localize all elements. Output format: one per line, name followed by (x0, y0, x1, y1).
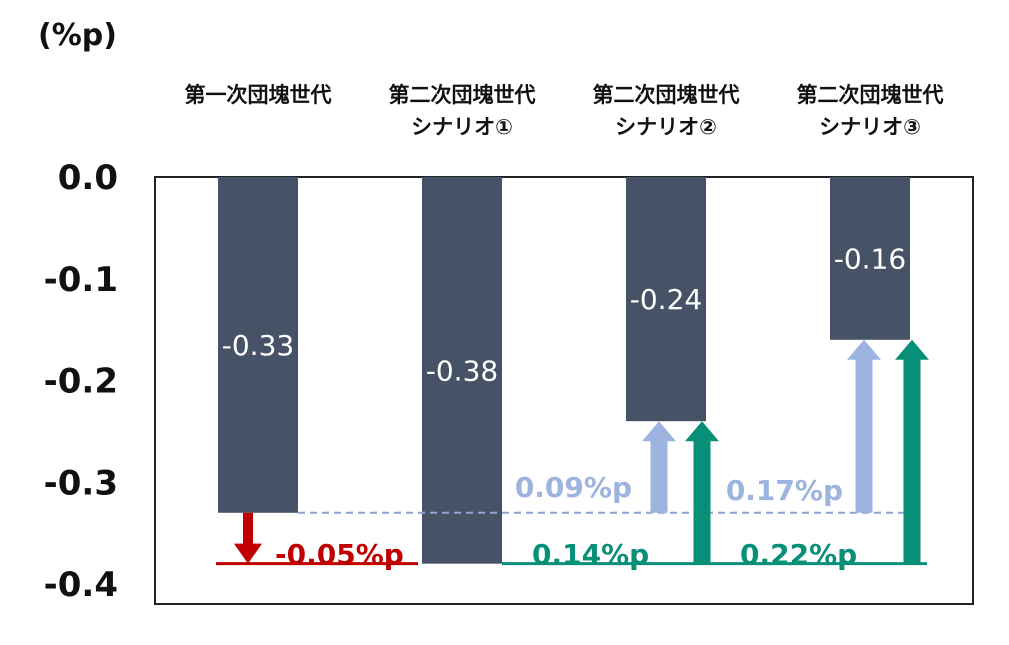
y-tick-label: -0.3 (44, 463, 118, 503)
plot-frame (154, 176, 974, 605)
y-tick-label: -0.4 (44, 565, 118, 605)
y-tick-label: -0.2 (44, 362, 118, 402)
change-label: 0.14%p (532, 538, 649, 571)
bar-value-label: -0.24 (630, 283, 702, 316)
change-arrow (847, 339, 881, 513)
category-label: 第二次団塊世代 (797, 83, 944, 107)
bar (830, 177, 910, 340)
y-tick-label: -0.1 (44, 260, 118, 300)
change-label: 0.22%p (740, 538, 857, 571)
change-label: -0.05%p (275, 538, 404, 571)
y-tick-label: 0.0 (58, 158, 118, 198)
change-arrow (234, 512, 262, 564)
category-label: シナリオ③ (819, 115, 921, 139)
change-arrow (642, 421, 676, 513)
change-arrow (895, 339, 929, 564)
change-label: 0.09%p (515, 471, 632, 504)
category-label: シナリオ① (411, 115, 513, 139)
category-label: 第二次団塊世代 (593, 83, 740, 107)
bar-value-label: -0.16 (834, 242, 906, 275)
category-label: 第二次団塊世代 (389, 83, 536, 107)
bar (626, 177, 706, 422)
category-label: シナリオ② (615, 115, 717, 139)
bar-value-label: -0.33 (222, 329, 294, 362)
bar (218, 177, 298, 513)
bar (422, 177, 502, 564)
category-label: 第一次団塊世代 (185, 83, 332, 107)
change-arrow (685, 421, 719, 564)
change-label: 0.17%p (726, 474, 843, 507)
bar-value-label: -0.38 (426, 354, 498, 387)
y-unit-label: (%p) (38, 18, 117, 53)
